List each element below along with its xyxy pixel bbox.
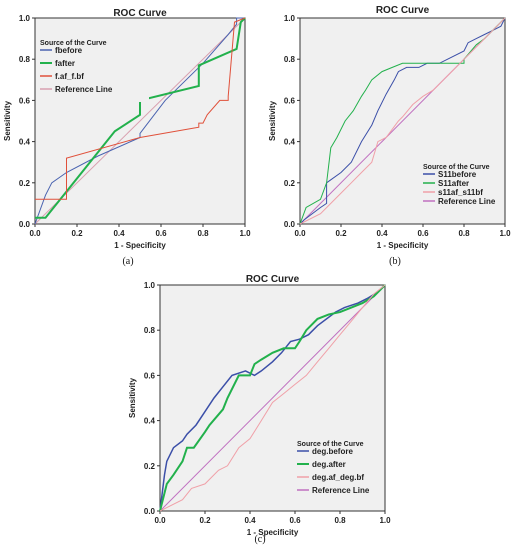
legend-title: Source of the Curve: [423, 164, 490, 171]
chart-title: ROC Curve: [113, 8, 167, 19]
y-tick-label: 0.4: [284, 138, 296, 147]
panel-caption: (b): [389, 256, 401, 267]
y-tick-label: 0.8: [284, 55, 296, 64]
legend-entry: Reference Line: [438, 197, 496, 206]
legend-entry: f.af_f.bf: [55, 72, 84, 81]
x-tick-label: 0.2: [199, 516, 211, 525]
x-tick-label: 0.6: [155, 229, 167, 238]
x-tick-label: 1.0: [379, 516, 391, 525]
panel-caption: (c): [254, 534, 265, 545]
y-tick-label: 1.0: [19, 14, 31, 23]
series-line-fafter: [35, 17, 246, 219]
x-tick-label: 0.4: [244, 516, 256, 525]
legend-entry: S11before: [438, 170, 477, 179]
y-tick-label: 0.0: [284, 220, 296, 229]
series-line-s11af-s11bf: [299, 17, 506, 225]
x-tick-label: 0.0: [29, 229, 41, 238]
legend-box: [37, 36, 149, 102]
x-tick-label: 1.0: [239, 229, 251, 238]
y-tick-label: 0.4: [144, 417, 156, 426]
x-tick-label: 0.0: [294, 229, 306, 238]
x-tick-label: 0.4: [376, 229, 388, 238]
legend-entry: fafter: [55, 59, 75, 68]
legend-entry: s11af_s11bf: [438, 188, 483, 197]
x-tick-label: 0.2: [335, 229, 347, 238]
x-tick-label: 0.8: [458, 229, 470, 238]
legend-title: Source of the Curve: [297, 441, 364, 448]
y-tick-label: 1.0: [284, 14, 296, 23]
x-tick-label: 0.6: [417, 229, 429, 238]
y-tick-label: 0.6: [19, 96, 31, 105]
panel-caption: (a): [122, 256, 133, 267]
y-tick-label: 0.2: [284, 179, 296, 188]
series-line-reference-line: [159, 284, 386, 512]
series-line-fbefore: [34, 17, 245, 225]
legend-entry: deg.before: [312, 447, 353, 456]
legend-entry: Reference Line: [312, 486, 370, 495]
y-tick-label: 1.0: [144, 281, 156, 290]
roc-chart-c: ROC Curve 0.0 0.2 0.4 0.6 0.8 1.0 0.0 0.2 0.4 0.6 0…: [128, 274, 391, 545]
x-tick-label: 0.4: [113, 229, 125, 238]
y-tick-label: 0.6: [284, 96, 296, 105]
x-tick-label: 0.0: [154, 516, 166, 525]
y-tick-label: 0.8: [144, 326, 156, 335]
y-tick-label: 0.0: [144, 507, 156, 516]
y-axis-label: Sensitivity: [3, 100, 12, 141]
y-tick-label: 0.4: [19, 138, 31, 147]
x-tick-label: 0.8: [197, 229, 209, 238]
y-tick-label: 0.2: [19, 179, 31, 188]
legend-entry: Reference Line: [55, 85, 113, 94]
y-tick-label: 0.8: [19, 55, 31, 64]
y-tick-label: 0.0: [19, 220, 31, 229]
legend-box: [294, 437, 382, 503]
series-line-deg-after: [159, 284, 386, 512]
x-tick-label: 0.2: [71, 229, 83, 238]
legend-entry: fbefore: [55, 46, 83, 55]
x-tick-label: 0.8: [334, 516, 346, 525]
x-axis-label: 1 - Specificity: [247, 528, 299, 537]
x-tick-label: 0.6: [289, 516, 301, 525]
chart-title: ROC Curve: [376, 5, 430, 16]
series-line-f-af-f-bf: [35, 17, 246, 200]
y-tick-label: 0.2: [144, 462, 156, 471]
x-axis-label: 1 - Specificity: [114, 241, 166, 250]
legend-entry: S11after: [438, 179, 469, 188]
y-axis-label: Sensitivity: [128, 377, 137, 418]
roc-chart-b: ROC Curve 0.0 0.2 0.4 0.6 0.8 1.0 0.0 0.2 0.4 0.6 0…: [268, 5, 511, 267]
legend-entry: deg.after: [312, 460, 346, 469]
x-tick-label: 1.0: [499, 229, 511, 238]
y-tick-label: 0.6: [144, 371, 156, 380]
series-line-deg-before: [159, 284, 386, 512]
series-line-reference-line: [34, 17, 246, 225]
legend-entry: deg.af_deg.bf: [312, 473, 364, 482]
roc-chart-a: ROC Curve 0.0 0.2 0.4 0.6 0.8 1.0 0.0 0.2 0.4 0.6 0…: [3, 8, 251, 267]
x-axis-label: 1 - Specificity: [377, 241, 429, 250]
chart-title: ROC Curve: [246, 274, 300, 285]
series-line-deg-af-deg-bf: [159, 284, 386, 512]
y-axis-label: Sensitivity: [268, 100, 277, 141]
legend-title: Source of the Curve: [40, 40, 107, 47]
